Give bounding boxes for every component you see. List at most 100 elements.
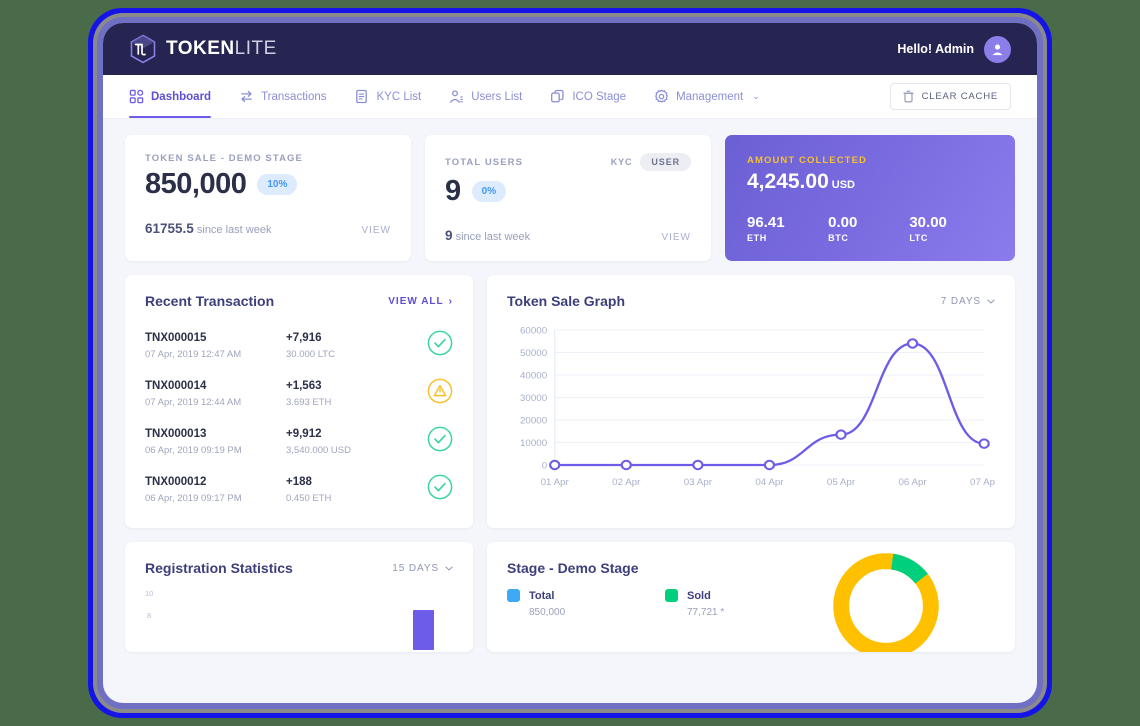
- registration-range-label: 15 DAYS: [392, 562, 439, 574]
- data-point-marker[interactable]: [906, 338, 919, 349]
- transaction-status-badge: [427, 330, 453, 361]
- transaction-coin: 30.000 LTC: [286, 348, 335, 360]
- transaction-amount-cell: +1,563 3.693 ETH: [286, 380, 406, 408]
- device-frame-ring-gray: TOKENLITE Hello! Admin Dashboard: [93, 13, 1047, 713]
- transfer-arrows-icon: [241, 90, 252, 103]
- nav-label-ico-stage: ICO Stage: [572, 90, 627, 103]
- card-stage-demo: Stage - Demo Stage Total 850,000 Sold: [487, 542, 1015, 652]
- data-point-marker[interactable]: [763, 459, 776, 471]
- nav-label-users-list: Users List: [471, 90, 523, 103]
- total-users-since: 9 since last week: [445, 228, 530, 243]
- transaction-id: TNX000015: [145, 331, 207, 344]
- status-approved-icon: [427, 426, 453, 452]
- stats-row: TOKEN SALE - DEMO STAGE 850,000 10% 6175…: [125, 135, 1015, 261]
- nav-item-kyc-list[interactable]: KYC List: [340, 75, 435, 118]
- transaction-date: 07 Apr, 2019 12:47 AM: [145, 348, 242, 360]
- legend-sold-name: Sold: [687, 589, 711, 602]
- total-users-since-text: since last week: [455, 231, 531, 243]
- gear-icon: [655, 89, 668, 103]
- table-row[interactable]: TNX000012 06 Apr, 2019 09:17 PM +188 0.450 …: [145, 466, 453, 514]
- legend-sold: Sold 77,721 *: [665, 589, 823, 618]
- table-row[interactable]: TNX000013 06 Apr, 2019 09:19 PM +9,912 3,54…: [145, 418, 453, 466]
- transaction-amount: +1,563: [286, 379, 322, 392]
- data-point-marker[interactable]: [835, 429, 847, 440]
- y-axis-tick-label: 10000: [520, 438, 547, 448]
- coin-eth: 96.41 ETH: [747, 214, 828, 243]
- transaction-id: TNX000014: [145, 379, 207, 392]
- transaction-amount: +7,916: [286, 331, 322, 344]
- transaction-status-badge: [427, 474, 453, 505]
- legend-sold-swatch: [665, 589, 678, 602]
- transaction-date: 06 Apr, 2019 09:17 PM: [145, 492, 242, 504]
- transaction-date: 06 Apr, 2019 09:19 PM: [145, 444, 242, 456]
- transaction-id-cell: TNX000015 07 Apr, 2019 12:47 AM: [145, 332, 265, 360]
- stage-header: Stage - Demo Stage: [507, 560, 995, 576]
- nav-label-transactions: Transactions: [261, 90, 327, 103]
- total-users-label: TOTAL USERS: [445, 156, 524, 168]
- card-recent-transaction: Recent Transaction VIEW ALL › TNX000015 07…: [125, 275, 473, 528]
- transaction-amount-cell: +9,912 3,540.000 USD: [286, 428, 406, 456]
- table-row[interactable]: TNX000014 07 Apr, 2019 12:44 AM +1,563 3.69…: [145, 370, 453, 418]
- total-users-header: TOTAL USERS KYC USER: [445, 153, 691, 171]
- card-amount-collected: AMOUNT COLLECTED 4,245.00 USD 96.41 ETH 0…: [725, 135, 1015, 261]
- legend-sold-top: Sold: [665, 589, 823, 602]
- transaction-coin: 3,540.000 USD: [286, 444, 351, 456]
- total-users-view-link[interactable]: VIEW: [661, 232, 691, 243]
- user-menu[interactable]: Hello! Admin: [897, 35, 1011, 63]
- token-sale-view-link[interactable]: VIEW: [361, 225, 391, 236]
- amount-collected-label: AMOUNT COLLECTED: [747, 155, 867, 166]
- legend-total-swatch: [507, 589, 520, 602]
- brand-name: TOKENLITE: [166, 38, 277, 59]
- token-sale-graph-title: Token Sale Graph: [507, 293, 625, 309]
- nav-item-management[interactable]: Management ⌄: [640, 75, 774, 118]
- x-axis-tick-label: 03 Apr: [684, 477, 712, 487]
- kyc-user-pill[interactable]: USER: [640, 153, 691, 171]
- token-sale-value: 850,000: [145, 168, 247, 200]
- nav-item-users-list[interactable]: Users List: [435, 75, 536, 118]
- data-point-marker[interactable]: [978, 438, 990, 449]
- nav-item-dashboard[interactable]: Dashboard: [129, 75, 225, 118]
- data-point-marker[interactable]: [620, 459, 632, 471]
- total-users-value-row: 9 0%: [445, 175, 691, 208]
- registration-bar-chart: 10 8: [145, 589, 453, 650]
- coin-ltc-value: 30.00: [909, 214, 947, 231]
- table-row[interactable]: TNX000015 07 Apr, 2019 12:47 AM +7,916 30.0…: [145, 322, 453, 370]
- top-bar: TOKENLITE Hello! Admin: [103, 23, 1037, 75]
- users-icon: [450, 90, 464, 103]
- y-axis-tick-label: 20000: [520, 416, 547, 426]
- y-axis-tick-label: 30000: [520, 393, 547, 403]
- transaction-coin: 3.693 ETH: [286, 396, 332, 408]
- coin-ltc-name: LTC: [909, 233, 928, 243]
- token-sale-since-text: since last week: [196, 224, 272, 236]
- amount-collected-value: 4,245.00: [747, 170, 829, 193]
- coin-eth-value: 96.41: [747, 214, 785, 231]
- nav-item-ico-stage[interactable]: ICO Stage: [536, 75, 640, 118]
- total-users-since-value: 9: [445, 228, 453, 243]
- registration-range-selector[interactable]: 15 DAYS: [392, 563, 453, 574]
- y-axis-tick-label: 40000: [520, 371, 547, 381]
- token-sale-graph-header: Token Sale Graph 7 DAYS: [507, 293, 995, 309]
- kyc-toggle[interactable]: KYC USER: [611, 153, 691, 171]
- data-point-marker[interactable]: [692, 459, 704, 471]
- data-point-marker[interactable]: [549, 459, 561, 471]
- stage-title: Stage - Demo Stage: [507, 560, 639, 576]
- graph-range-selector[interactable]: 7 DAYS: [941, 296, 995, 307]
- total-users-percent-badge: 0%: [471, 181, 507, 202]
- clear-cache-button[interactable]: CLEAR CACHE: [889, 83, 1011, 110]
- grid-dashboard-icon: [129, 89, 144, 104]
- user-avatar-icon[interactable]: [984, 35, 1011, 63]
- transaction-amount-cell: +188 0.450 ETH: [286, 476, 406, 504]
- coin-btc: 0.00 BTC: [828, 214, 909, 243]
- nav-label-kyc-list: KYC List: [376, 90, 422, 103]
- view-all-link[interactable]: VIEW ALL ›: [388, 295, 453, 307]
- x-axis-tick-label: 07 Apr: [970, 477, 995, 487]
- coin-breakdown: 96.41 ETH 0.00 BTC 30.00 LTC: [747, 214, 993, 243]
- nav-item-transactions[interactable]: Transactions: [225, 75, 340, 118]
- chevron-down-icon: [987, 298, 995, 304]
- brand-logo[interactable]: TOKENLITE: [129, 34, 277, 64]
- registration-title: Registration Statistics: [145, 560, 293, 576]
- transaction-id: TNX000012: [145, 475, 207, 488]
- transaction-amount: +9,912: [286, 427, 322, 440]
- dashboard-content: TOKEN SALE - DEMO STAGE 850,000 10% 6175…: [103, 119, 1037, 668]
- kyc-label: KYC: [610, 157, 633, 167]
